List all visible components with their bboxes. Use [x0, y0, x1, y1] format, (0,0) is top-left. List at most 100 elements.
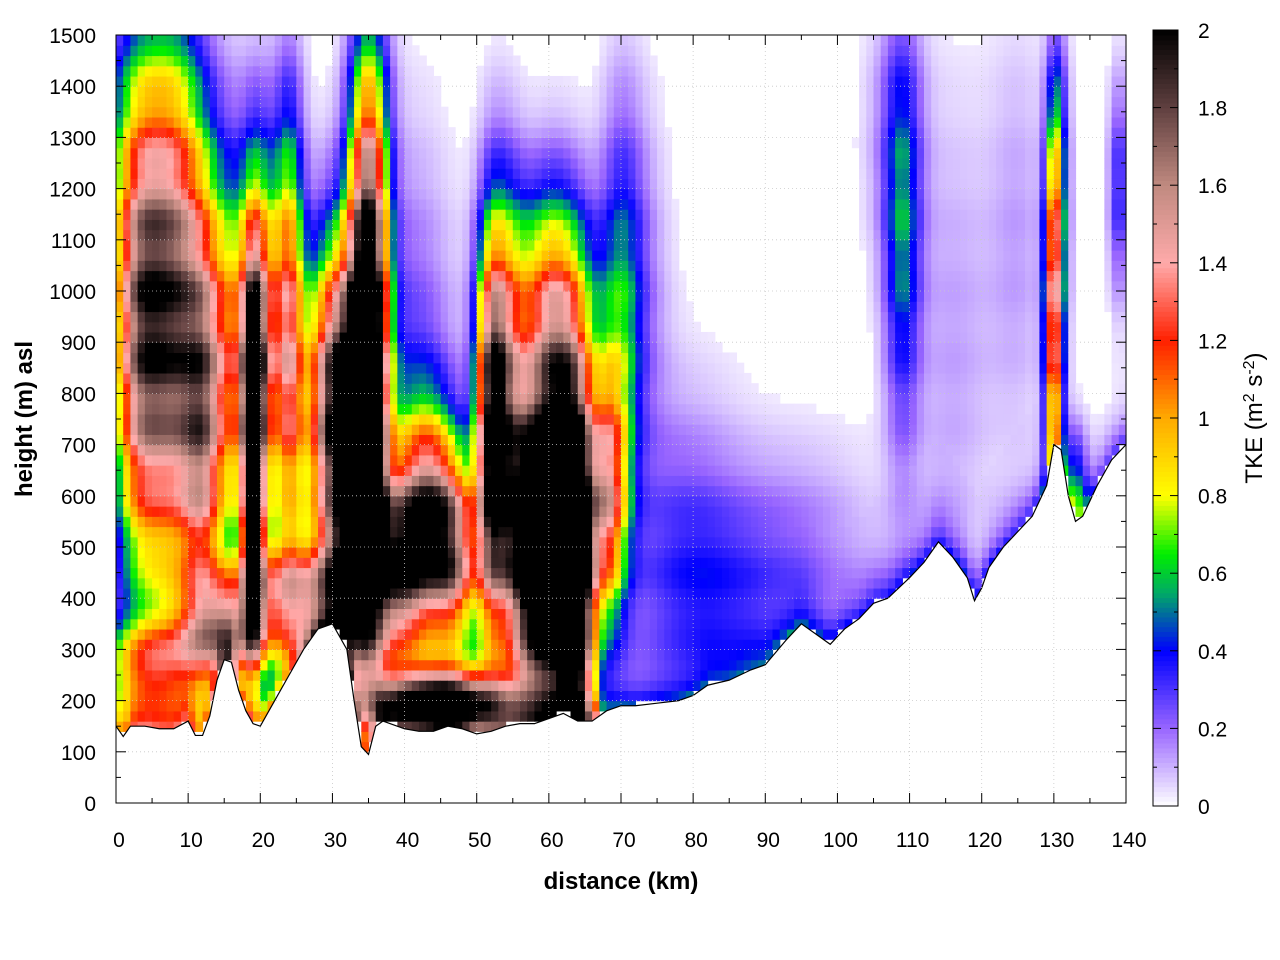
heat-cell [224, 567, 233, 579]
heat-cell [397, 444, 406, 456]
heat-cell [498, 106, 507, 118]
heat-cell [224, 444, 233, 456]
heat-cell [671, 598, 680, 610]
heat-cell [657, 506, 665, 517]
heat-cell [447, 403, 456, 415]
heat-cell [411, 260, 420, 272]
heat-cell [116, 372, 124, 384]
heat-cell [289, 45, 297, 57]
heat-cell [188, 137, 196, 149]
heat-cell [563, 413, 572, 425]
heat-cell [137, 198, 146, 210]
heat-cell [281, 372, 290, 384]
heat-cell [411, 618, 420, 630]
heat-cell [180, 96, 189, 108]
heat-cell [159, 280, 168, 292]
heat-cell [361, 669, 370, 681]
heat-cell [144, 270, 153, 282]
heat-cell [289, 393, 297, 405]
heat-cell [556, 229, 564, 241]
heat-cell [152, 721, 160, 732]
heat-cell [433, 209, 442, 220]
heat-cell [476, 331, 485, 343]
heat-cell [498, 116, 507, 128]
heat-cell [649, 516, 658, 528]
heat-cell [260, 106, 269, 118]
heat-cell [426, 424, 435, 435]
heat-cell [447, 577, 456, 589]
heat-cell [116, 75, 124, 87]
heat-cell [274, 547, 283, 558]
heat-cell [144, 649, 153, 661]
heat-cell [339, 383, 348, 394]
heat-cell [217, 547, 225, 558]
heat-cell [303, 577, 312, 589]
heat-cell [621, 75, 629, 87]
heat-cell [570, 659, 579, 671]
heat-cell [159, 608, 168, 620]
heat-cell [483, 157, 492, 169]
heat-cell [332, 178, 341, 190]
heat-cell [548, 86, 557, 98]
heat-cell [520, 127, 528, 138]
heat-cell [144, 526, 153, 538]
heat-cell [382, 250, 391, 261]
heat-cell [426, 506, 435, 517]
heat-cell [534, 331, 543, 343]
heat-cell [527, 628, 536, 640]
heat-cell [281, 311, 290, 323]
heat-cell [332, 280, 341, 292]
heat-cell [621, 618, 629, 630]
heat-cell [404, 96, 413, 108]
heat-cell [606, 680, 615, 691]
heat-cell [152, 557, 160, 569]
heat-cell [137, 260, 146, 272]
heat-cell [491, 168, 499, 179]
heat-cell [649, 127, 658, 138]
heat-cell [397, 383, 406, 394]
heat-cell [512, 690, 521, 702]
heat-cell [577, 188, 586, 200]
heat-cell [649, 680, 658, 691]
heat-cell [310, 372, 319, 384]
heat-cell [274, 495, 283, 507]
heat-cell [368, 250, 377, 261]
heat-cell [520, 659, 528, 671]
heat-cell [419, 342, 427, 354]
heat-cell [476, 219, 485, 231]
heat-cell [419, 587, 427, 599]
heat-cell [195, 280, 204, 292]
heat-cell [505, 55, 514, 67]
heat-cell [606, 178, 615, 190]
heat-cell [649, 198, 658, 210]
heat-cell [188, 383, 196, 394]
heat-cell [563, 352, 572, 364]
heat-cell [354, 45, 362, 57]
heat-cell [166, 127, 175, 138]
heat-cell [130, 393, 139, 405]
heat-cell [245, 659, 254, 671]
heat-cell [231, 198, 240, 210]
heat-cell [512, 65, 521, 77]
heat-cell [188, 352, 196, 364]
heat-cell [433, 342, 442, 354]
heat-cell [570, 178, 579, 190]
heat-cell [375, 209, 384, 220]
heat-cell [130, 35, 139, 46]
heat-cell [483, 86, 492, 98]
heat-cell [433, 147, 442, 159]
heat-cell [570, 372, 579, 384]
heat-cell [534, 270, 543, 282]
heat-cell [505, 628, 514, 640]
heat-cell [664, 475, 673, 487]
heat-cell [274, 649, 283, 661]
heat-cell [180, 485, 189, 497]
heat-cell [570, 116, 579, 128]
heat-cell [664, 178, 673, 190]
heat-cell [563, 567, 572, 579]
heat-cell [325, 209, 334, 220]
heat-cell [267, 45, 276, 57]
heat-cell [195, 454, 204, 466]
heat-cell [541, 526, 550, 538]
heat-cell [491, 669, 499, 681]
